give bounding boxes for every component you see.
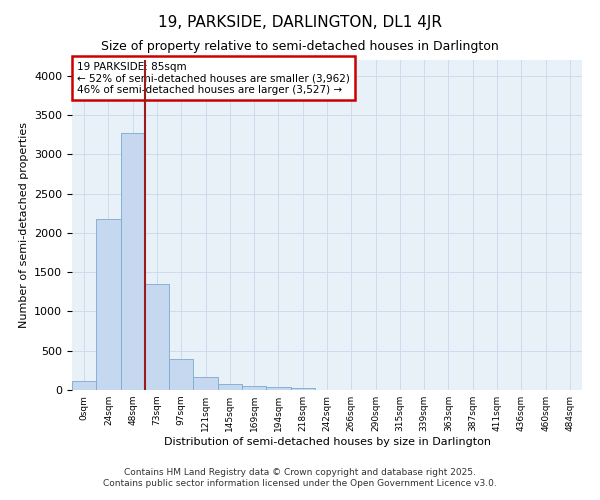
Bar (72, 380, 96, 390)
Y-axis label: Number of semi-detached properties: Number of semi-detached properties (19, 122, 29, 328)
Text: Size of property relative to semi-detached houses in Darlington: Size of property relative to semi-detach… (101, 40, 499, 53)
Bar (242, 386, 266, 390)
Bar (121, 133, 145, 390)
Text: 19, PARKSIDE, DARLINGTON, DL1 4JR: 19, PARKSIDE, DARLINGTON, DL1 4JR (158, 15, 442, 30)
X-axis label: Distribution of semi-detached houses by size in Darlington: Distribution of semi-detached houses by … (163, 437, 491, 447)
Bar (169, 360, 193, 390)
Bar (266, 387, 290, 390)
Text: Contains HM Land Registry data © Crown copyright and database right 2025.
Contai: Contains HM Land Registry data © Crown c… (103, 468, 497, 487)
Bar (145, 284, 169, 390)
Text: 19 PARKSIDE: 85sqm
← 52% of semi-detached houses are smaller (3,962)
46% of semi: 19 PARKSIDE: 85sqm ← 52% of semi-detache… (77, 62, 350, 95)
Bar (290, 388, 315, 390)
Bar (193, 377, 218, 390)
Bar (218, 384, 242, 390)
Bar (96, 219, 121, 390)
